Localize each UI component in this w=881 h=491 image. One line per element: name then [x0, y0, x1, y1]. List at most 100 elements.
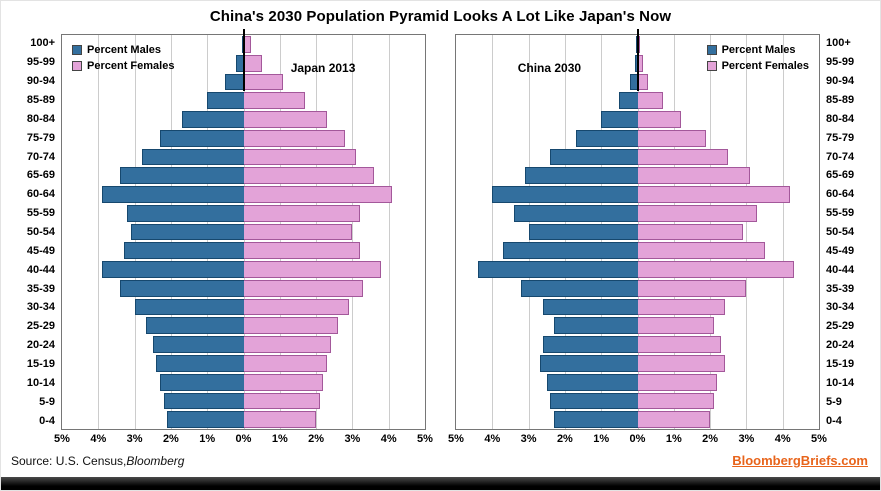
bar-male-5-9	[550, 392, 638, 410]
bar-female-95-99	[637, 54, 643, 72]
pyramid-row-10-14	[62, 373, 425, 392]
bar-male-0-4	[554, 411, 638, 429]
bar-male-10-14	[546, 373, 638, 391]
bar-female-85-89	[637, 92, 663, 110]
age-group-label: 85-89	[26, 94, 55, 106]
bar-female-65-69	[637, 167, 751, 185]
age-group-label: 75-79	[26, 131, 55, 144]
male-color-swatch	[706, 45, 717, 55]
bar-female-90-94	[243, 73, 284, 91]
age-group-label: 0-4	[39, 414, 55, 427]
x-tick-label: 0%	[235, 433, 252, 445]
x-axis-japan: 5% 4% 3% 2% 1% 0% 1% 2% 3% 4% 5%	[54, 429, 433, 445]
source-note: Source: U.S. Census,Bloomberg	[11, 454, 184, 468]
zero-axis-line	[636, 29, 639, 91]
pyramid-row-30-34	[456, 298, 819, 317]
legend-item-females: Percent Females	[72, 60, 174, 72]
bar-female-35-39	[243, 279, 364, 297]
bar-male-15-19	[156, 355, 244, 372]
pyramid-row-40-44	[456, 260, 819, 279]
x-tick-label: 3%	[126, 433, 143, 445]
pyramid-row-85-89	[456, 91, 819, 110]
age-group-label: 20-24	[826, 339, 855, 352]
bar-female-25-29	[637, 317, 714, 335]
age-group-label: 30-34	[826, 301, 855, 314]
pyramid-row-55-59	[456, 204, 819, 223]
legend-item-males: Percent Males	[706, 44, 809, 56]
legend-china: Percent Males Percent Females	[706, 44, 809, 76]
gridline	[492, 35, 494, 429]
bar-female-65-69	[243, 167, 375, 185]
bars-japan	[62, 35, 425, 429]
bar-male-50-54	[130, 223, 244, 241]
x-tick-label: 1%	[199, 433, 216, 445]
age-group-label: 100+	[30, 37, 55, 50]
age-axis-left: 100+ 95-99 90-94 85-89 80-84 75-79 70-74 65-69 6…	[9, 34, 61, 430]
bar-male-80-84	[181, 111, 244, 128]
bar-male-60-64	[101, 186, 244, 203]
bar-male-95-99	[236, 54, 244, 72]
bar-female-45-49	[637, 242, 765, 260]
pyramid-row-75-79	[62, 129, 425, 148]
age-group-label: 15-19	[26, 358, 55, 371]
bar-male-90-94	[630, 73, 638, 91]
pyramid-row-20-24	[62, 335, 425, 354]
age-group-label: 100+	[826, 37, 851, 50]
bloombergbriefs-link[interactable]: BloombergBriefs.com	[732, 453, 868, 468]
age-group-label: 30-34	[26, 301, 55, 314]
gridline	[98, 35, 100, 429]
x-tick-label: 4%	[380, 433, 397, 445]
age-group-label: 35-39	[826, 282, 855, 295]
bar-female-70-74	[243, 148, 357, 166]
bar-male-85-89	[207, 92, 244, 110]
pyramid-row-55-59	[62, 204, 425, 223]
bar-female-60-64	[243, 186, 393, 203]
bar-male-95-99	[634, 54, 638, 72]
bar-male-55-59	[514, 204, 638, 222]
bar-female-5-9	[637, 392, 714, 410]
pyramid-row-65-69	[62, 166, 425, 185]
age-group-label: 80-84	[26, 112, 55, 125]
panel-label-china-2030: China 2030	[517, 61, 582, 75]
pyramid-row-25-29	[456, 316, 819, 335]
age-group-label: 25-29	[826, 320, 855, 333]
bar-female-10-14	[637, 373, 718, 391]
x-tick-label: 4%	[484, 433, 501, 445]
pyramid-row-90-94	[456, 73, 819, 92]
age-group-label: 55-59	[26, 207, 55, 220]
age-group-label: 60-64	[826, 188, 855, 201]
bar-male-70-74	[141, 148, 244, 166]
age-group-label: 50-54	[826, 226, 855, 239]
pyramid-row-45-49	[456, 241, 819, 260]
female-color-swatch	[72, 61, 82, 71]
x-tick-label: 5%	[811, 433, 827, 445]
legend-label-males: Percent Males	[721, 44, 796, 56]
bar-female-50-54	[637, 223, 743, 241]
age-group-label: 90-94	[826, 75, 855, 88]
bar-male-45-49	[123, 242, 244, 260]
bar-male-15-19	[539, 355, 638, 372]
bar-male-50-54	[528, 223, 638, 241]
x-tick-label: 5%	[54, 433, 70, 445]
x-tick-label: 3%	[738, 433, 755, 445]
bar-female-30-34	[637, 298, 725, 316]
pyramid-row-90-94	[62, 73, 425, 92]
age-group-label: 15-19	[826, 358, 855, 371]
bar-male-70-74	[550, 148, 638, 166]
bar-female-80-84	[637, 111, 682, 128]
bar-female-85-89	[243, 92, 306, 110]
x-tick-label: 3%	[344, 433, 361, 445]
bar-male-45-49	[503, 242, 638, 260]
x-tick-label: 5%	[417, 433, 433, 445]
zero-axis-line	[242, 29, 245, 91]
pyramid-row-85-89	[62, 91, 425, 110]
pyramid-row-0-4	[62, 410, 425, 429]
pyramid-row-70-74	[62, 148, 425, 167]
x-tick-label: 2%	[162, 433, 179, 445]
age-group-label: 10-14	[26, 376, 55, 389]
bar-female-0-4	[637, 411, 711, 429]
age-group-label: 5-9	[826, 395, 842, 408]
gridline	[746, 35, 748, 429]
pyramid-row-60-64	[456, 185, 819, 204]
